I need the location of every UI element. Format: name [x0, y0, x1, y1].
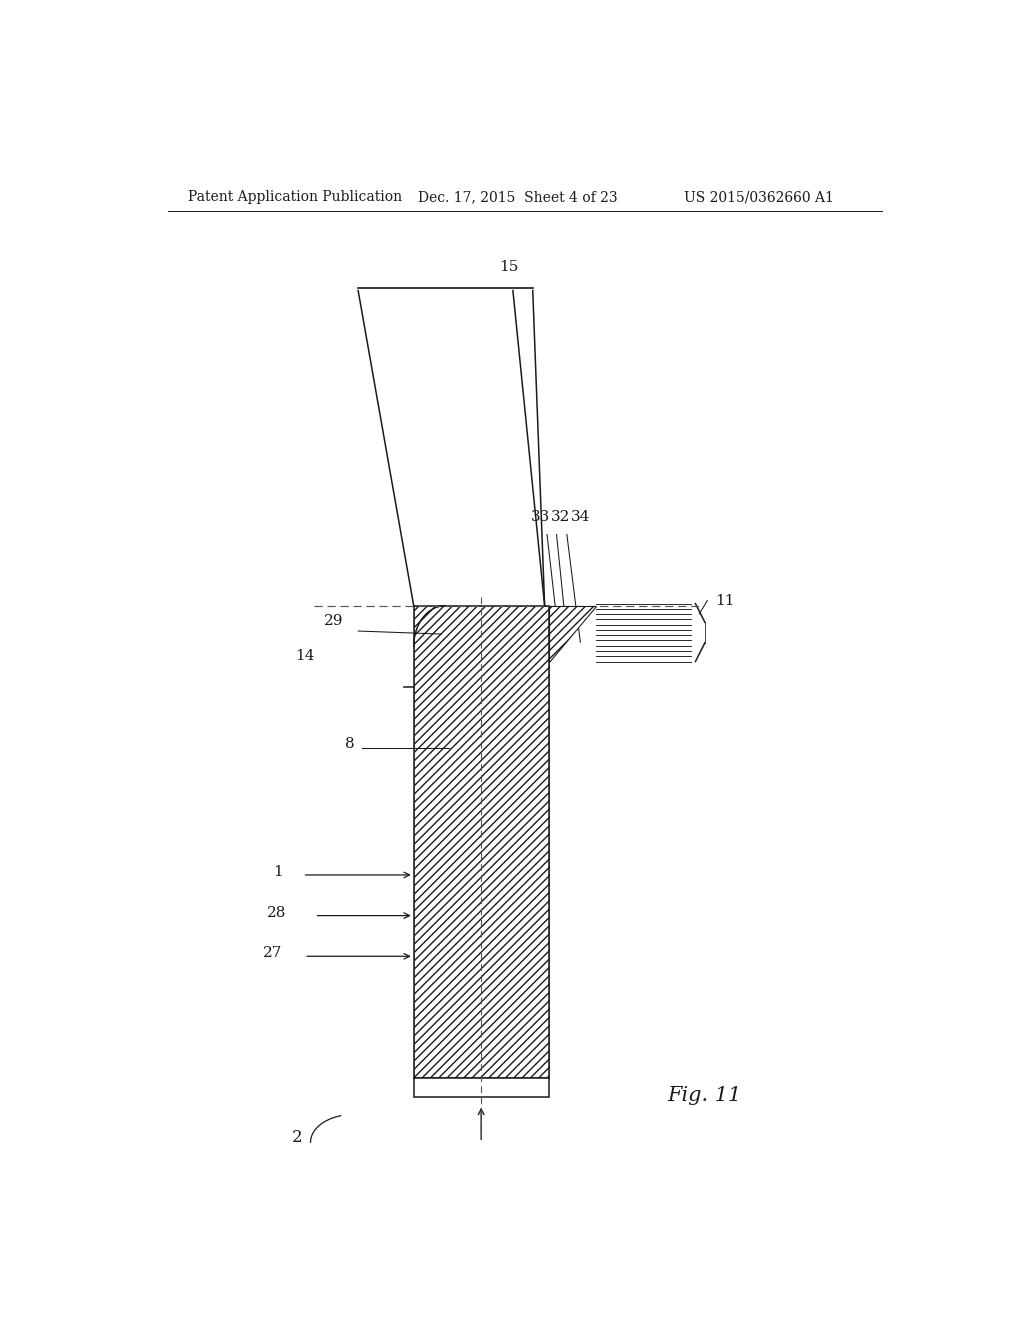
Text: 2: 2: [292, 1129, 303, 1146]
Text: 11: 11: [715, 594, 735, 607]
Text: 32: 32: [551, 511, 570, 524]
Text: 8: 8: [344, 737, 354, 751]
Bar: [414, 1078, 549, 1097]
Text: Fig. 11: Fig. 11: [668, 1086, 742, 1105]
Text: Patent Application Publication: Patent Application Publication: [187, 190, 401, 205]
Text: US 2015/0362660 A1: US 2015/0362660 A1: [684, 190, 834, 205]
Bar: [414, 606, 549, 1078]
Polygon shape: [549, 606, 596, 661]
Text: 15: 15: [500, 260, 518, 275]
Text: 33: 33: [531, 511, 550, 524]
Text: 29: 29: [325, 614, 344, 628]
Text: 14: 14: [295, 649, 314, 664]
Bar: [414, 606, 549, 1078]
Text: Dec. 17, 2015  Sheet 4 of 23: Dec. 17, 2015 Sheet 4 of 23: [418, 190, 617, 205]
Text: 1: 1: [273, 865, 283, 879]
Text: 34: 34: [570, 511, 590, 524]
Text: 28: 28: [267, 906, 287, 920]
Text: 27: 27: [263, 946, 283, 960]
